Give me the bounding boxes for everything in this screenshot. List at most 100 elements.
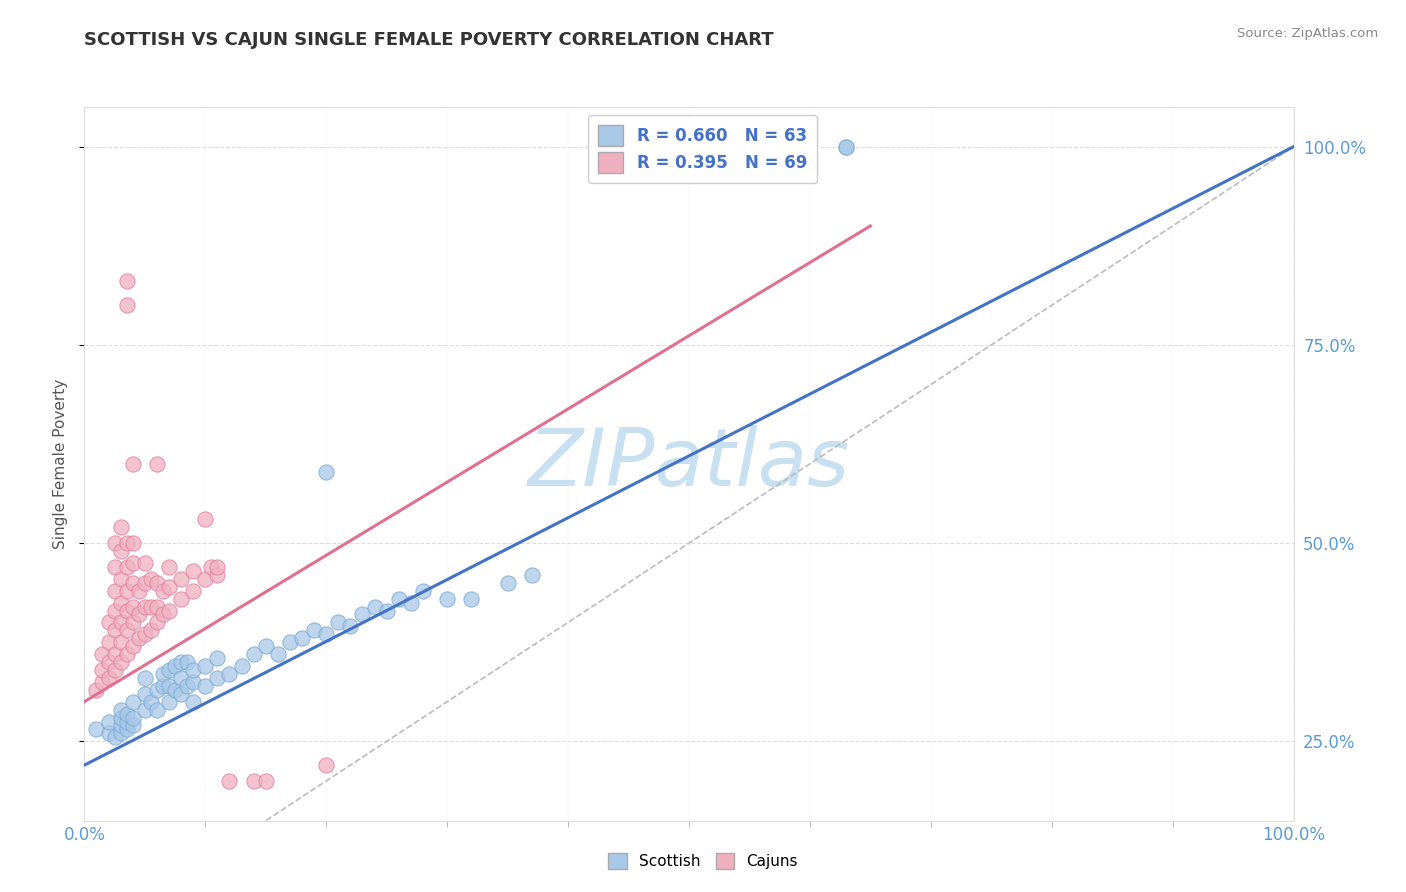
Point xyxy=(388,591,411,606)
Point xyxy=(139,599,162,614)
Point xyxy=(315,465,337,479)
Point xyxy=(207,560,229,574)
Point xyxy=(97,671,120,685)
Point xyxy=(363,599,385,614)
Point xyxy=(115,647,138,661)
Point xyxy=(181,564,204,578)
Point xyxy=(97,714,120,729)
Point xyxy=(121,639,143,653)
Point xyxy=(278,635,301,649)
Point xyxy=(207,671,229,685)
Point xyxy=(157,663,180,677)
Point xyxy=(157,560,180,574)
Point xyxy=(170,687,193,701)
Point xyxy=(835,139,858,153)
Point xyxy=(267,647,290,661)
Point xyxy=(128,583,150,598)
Point xyxy=(134,556,156,570)
Point xyxy=(231,659,253,673)
Point xyxy=(110,596,132,610)
Point xyxy=(121,718,143,732)
Point xyxy=(152,583,174,598)
Legend: R = 0.660   N = 63, R = 0.395   N = 69: R = 0.660 N = 63, R = 0.395 N = 69 xyxy=(589,115,817,183)
Text: SCOTTISH VS CAJUN SINGLE FEMALE POVERTY CORRELATION CHART: SCOTTISH VS CAJUN SINGLE FEMALE POVERTY … xyxy=(84,31,773,49)
Point xyxy=(134,599,156,614)
Point xyxy=(194,659,217,673)
Point xyxy=(110,520,132,534)
Point xyxy=(115,706,138,721)
Text: Source: ZipAtlas.com: Source: ZipAtlas.com xyxy=(1237,27,1378,40)
Point xyxy=(128,607,150,622)
Point xyxy=(115,583,138,598)
Point xyxy=(110,572,132,586)
Point xyxy=(146,575,169,590)
Point xyxy=(835,139,858,153)
Point xyxy=(104,560,127,574)
Point xyxy=(302,624,325,638)
Point xyxy=(134,703,156,717)
Point xyxy=(104,731,127,745)
Point xyxy=(121,536,143,550)
Point xyxy=(139,624,162,638)
Point xyxy=(121,457,143,471)
Point xyxy=(104,603,127,617)
Point xyxy=(110,718,132,732)
Point xyxy=(110,615,132,630)
Point xyxy=(181,663,204,677)
Point xyxy=(436,591,458,606)
Point xyxy=(176,655,198,669)
Point xyxy=(375,603,398,617)
Point xyxy=(115,536,138,550)
Point xyxy=(218,774,240,789)
Point xyxy=(200,560,222,574)
Point xyxy=(242,647,264,661)
Point xyxy=(97,726,120,740)
Point xyxy=(218,667,240,681)
Point xyxy=(146,703,169,717)
Point xyxy=(121,695,143,709)
Point xyxy=(104,647,127,661)
Point xyxy=(121,599,143,614)
Point xyxy=(134,687,156,701)
Point xyxy=(110,544,132,558)
Point xyxy=(165,682,187,697)
Point xyxy=(181,695,204,709)
Point xyxy=(181,583,204,598)
Point xyxy=(115,714,138,729)
Point xyxy=(254,639,277,653)
Point xyxy=(152,667,174,681)
Point xyxy=(110,635,132,649)
Point xyxy=(352,607,374,622)
Point xyxy=(157,603,180,617)
Point xyxy=(115,275,138,289)
Point xyxy=(115,624,138,638)
Point xyxy=(399,596,422,610)
Point xyxy=(254,774,277,789)
Point xyxy=(176,679,198,693)
Point xyxy=(86,682,108,697)
Point xyxy=(104,536,127,550)
Point xyxy=(97,635,120,649)
Point xyxy=(134,575,156,590)
Point xyxy=(194,572,217,586)
Point xyxy=(328,615,350,630)
Point xyxy=(181,674,204,689)
Point xyxy=(291,632,314,646)
Text: ZIPatlas: ZIPatlas xyxy=(527,425,851,503)
Point xyxy=(134,671,156,685)
Point xyxy=(242,774,264,789)
Point xyxy=(157,695,180,709)
Point xyxy=(152,607,174,622)
Point xyxy=(460,591,482,606)
Point xyxy=(104,583,127,598)
Point xyxy=(520,567,543,582)
Point xyxy=(97,615,120,630)
Point xyxy=(170,655,193,669)
Point xyxy=(194,512,217,526)
Point xyxy=(146,599,169,614)
Point xyxy=(170,572,193,586)
Point xyxy=(139,572,162,586)
Point xyxy=(115,560,138,574)
Point xyxy=(104,624,127,638)
Point xyxy=(86,723,108,737)
